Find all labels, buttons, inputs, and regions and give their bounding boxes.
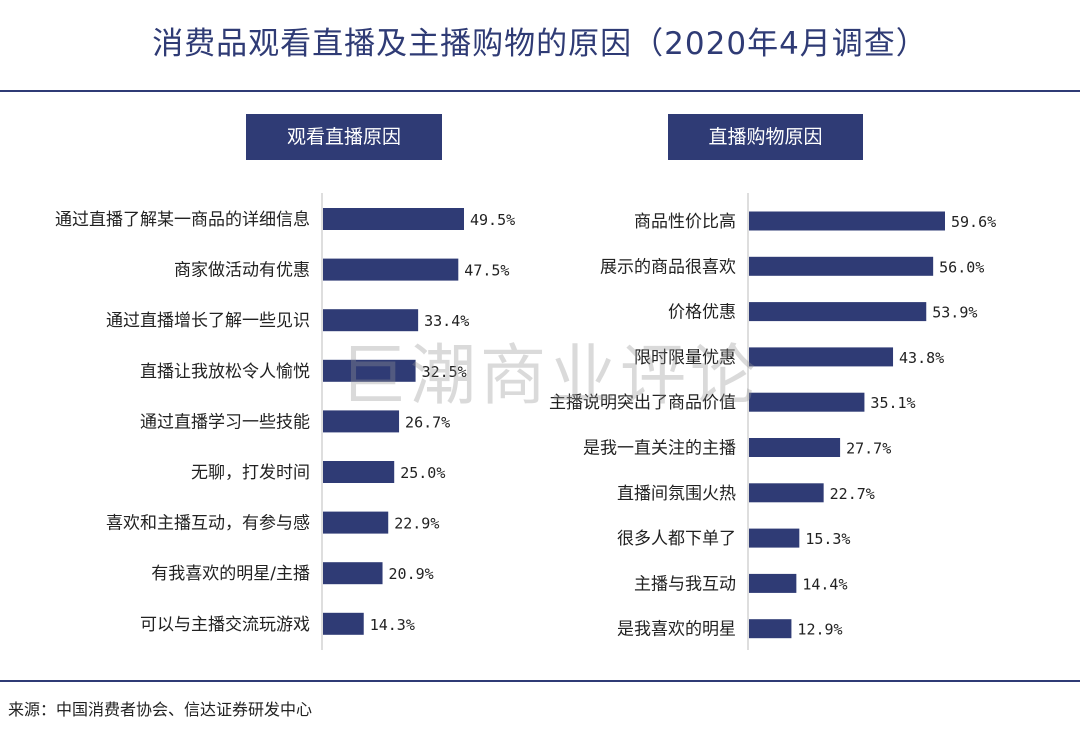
- value-label-watch: 49.5%: [470, 211, 515, 229]
- category-label-watch: 喜欢和主播互动，有参与感: [106, 514, 310, 534]
- bar-watch: [323, 309, 419, 332]
- bar-buy: [749, 302, 927, 322]
- bar-watch: [323, 208, 464, 230]
- value-label-buy: 43.8%: [899, 349, 944, 367]
- category-label-buy: 商品性价比高: [634, 212, 736, 232]
- bar-buy: [749, 211, 945, 231]
- bar-buy: [749, 573, 797, 593]
- bar-buy: [749, 438, 841, 457]
- value-label-watch: 26.7%: [405, 413, 450, 431]
- category-label-watch: 直播让我放松令人愉悦: [140, 362, 310, 382]
- value-label-watch: 20.9%: [389, 565, 434, 583]
- category-label-watch: 通过直播学习一些技能: [140, 412, 310, 432]
- category-label-buy: 是我一直关注的主播: [583, 439, 736, 459]
- category-label-buy: 限时限量优惠: [634, 348, 736, 368]
- bar-watch: [323, 258, 459, 281]
- bar-buy: [749, 392, 865, 412]
- bar-watch: [323, 410, 400, 433]
- value-label-buy: 15.3%: [805, 530, 850, 548]
- bar-watch: [323, 612, 364, 635]
- bar-buy: [749, 347, 894, 367]
- value-label-watch: 33.4%: [424, 312, 469, 330]
- category-label-buy: 价格优惠: [668, 303, 736, 323]
- category-label-buy: 主播说明突出了商品价值: [549, 393, 736, 413]
- value-label-watch: 32.5%: [422, 363, 467, 381]
- left-chart-title: 观看直播原因: [246, 114, 442, 160]
- category-label-watch: 通过直播增长了解一些见识: [106, 311, 310, 331]
- source-note: 来源：中国消费者协会、信达证券研发中心: [8, 700, 313, 719]
- category-label-watch: 有我喜欢的明星/主播: [151, 564, 310, 584]
- value-label-buy: 35.1%: [870, 394, 915, 412]
- value-label-watch: 22.9%: [394, 515, 439, 533]
- category-label-watch: 可以与主播交流玩游戏: [140, 615, 310, 635]
- category-label-watch: 通过直播了解某一商品的详细信息: [55, 210, 310, 230]
- right-chart-title: 直播购物原因: [668, 114, 863, 160]
- value-label-watch: 25.0%: [400, 464, 445, 482]
- category-label-buy: 主播与我互动: [634, 574, 736, 594]
- category-label-buy: 是我喜欢的明星: [617, 620, 736, 640]
- bar-buy: [749, 256, 934, 276]
- category-label-buy: 展示的商品很喜欢: [600, 257, 736, 277]
- bar-buy: [749, 619, 792, 639]
- bar-watch: [323, 562, 383, 585]
- bar-watch: [323, 359, 416, 382]
- page-title: 消费品观看直播及主播购物的原因（2020年4月调查）: [152, 26, 928, 62]
- bar-watch: [323, 511, 389, 534]
- value-label-watch: 47.5%: [464, 262, 509, 280]
- value-label-buy: 12.9%: [797, 621, 842, 639]
- value-label-buy: 53.9%: [932, 304, 977, 322]
- category-label-watch: 商家做活动有优惠: [174, 261, 310, 281]
- footer-divider: [0, 680, 1080, 682]
- bar-watch: [323, 461, 395, 483]
- value-label-buy: 56.0%: [939, 258, 984, 276]
- value-label-buy: 22.7%: [830, 485, 875, 503]
- bar-buy: [749, 528, 800, 548]
- value-label-watch: 14.3%: [370, 616, 415, 634]
- category-label-watch: 无聊，打发时间: [191, 463, 310, 483]
- category-label-buy: 直播间氛围火热: [617, 484, 736, 504]
- value-label-buy: 14.4%: [802, 575, 847, 593]
- bar-buy: [749, 483, 824, 503]
- category-label-buy: 很多人都下单了: [617, 529, 736, 549]
- value-label-buy: 27.7%: [846, 440, 891, 458]
- title-divider: [0, 90, 1080, 92]
- value-label-buy: 59.6%: [951, 213, 996, 231]
